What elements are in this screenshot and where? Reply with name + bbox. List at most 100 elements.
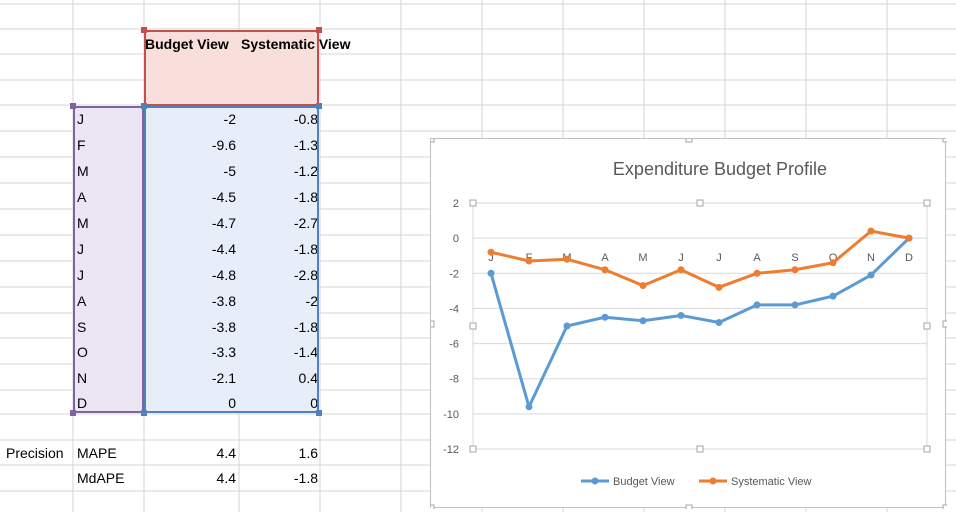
- systematic-value-cell[interactable]: -1.2: [293, 163, 318, 179]
- month-label-cell[interactable]: M: [77, 163, 89, 179]
- series-line-systematic-view[interactable]: [490, 229, 910, 289]
- plot-area-handle[interactable]: [696, 445, 704, 453]
- chart-resize-handle[interactable]: [431, 320, 435, 328]
- data-point[interactable]: [715, 318, 723, 326]
- legend-label[interactable]: Systematic View: [731, 476, 812, 488]
- month-label-cell[interactable]: N: [77, 370, 88, 386]
- budget-value-cell[interactable]: -4.8: [211, 267, 236, 283]
- systematic-value-cell[interactable]: 0: [310, 395, 318, 411]
- data-point[interactable]: [563, 322, 571, 330]
- plot-area-handle[interactable]: [469, 199, 477, 207]
- metric-label-cell[interactable]: MdAPE: [77, 470, 125, 486]
- range-resize-handle[interactable]: [70, 103, 76, 109]
- data-point[interactable]: [753, 269, 761, 277]
- metric-systematic-cell[interactable]: -1.8: [293, 470, 318, 486]
- month-label-cell[interactable]: J: [77, 241, 84, 257]
- month-label-cell[interactable]: J: [77, 111, 84, 127]
- header-systematic-view[interactable]: Systematic View: [241, 36, 351, 52]
- data-point[interactable]: [829, 292, 837, 300]
- plot-area-handle[interactable]: [923, 322, 931, 330]
- data-point[interactable]: [563, 255, 571, 263]
- month-label-cell[interactable]: A: [77, 293, 87, 309]
- budget-value-cell[interactable]: -5: [223, 163, 236, 179]
- budget-value-cell[interactable]: -3.8: [211, 319, 236, 335]
- chart-resize-handle[interactable]: [685, 139, 693, 143]
- data-point[interactable]: [753, 301, 761, 309]
- label-range-fill: [73, 107, 144, 413]
- data-point[interactable]: [487, 248, 495, 256]
- range-resize-handle[interactable]: [141, 103, 147, 109]
- systematic-value-cell[interactable]: -0.8: [293, 111, 318, 127]
- chart-resize-handle[interactable]: [431, 139, 435, 143]
- systematic-value-cell[interactable]: -1.8: [293, 319, 318, 335]
- budget-value-cell[interactable]: -3.8: [211, 293, 236, 309]
- data-point[interactable]: [525, 403, 533, 411]
- metric-systematic-cell[interactable]: 1.6: [298, 445, 318, 461]
- plot-area-handle[interactable]: [923, 445, 931, 453]
- chart-resize-handle[interactable]: [942, 504, 947, 509]
- budget-value-cell[interactable]: 0: [228, 395, 236, 411]
- data-point[interactable]: [867, 271, 875, 279]
- month-label-cell[interactable]: S: [77, 319, 87, 335]
- systematic-value-cell[interactable]: 0.4: [298, 370, 318, 386]
- systematic-value-cell[interactable]: -2.8: [293, 267, 318, 283]
- data-point[interactable]: [639, 282, 647, 290]
- range-resize-handle[interactable]: [316, 410, 322, 416]
- data-point[interactable]: [677, 311, 685, 319]
- plot-area-handle[interactable]: [469, 322, 477, 330]
- range-resize-handle[interactable]: [141, 410, 147, 416]
- systematic-value-cell[interactable]: -2.7: [293, 215, 318, 231]
- systematic-value-cell[interactable]: -1.8: [293, 189, 318, 205]
- budget-value-cell[interactable]: -4.5: [211, 189, 236, 205]
- data-point[interactable]: [829, 259, 837, 267]
- budget-value-cell[interactable]: -9.6: [211, 137, 236, 153]
- chart-resize-handle[interactable]: [942, 320, 947, 328]
- budget-value-cell[interactable]: -3.3: [211, 344, 236, 360]
- data-point[interactable]: [677, 266, 685, 274]
- data-point[interactable]: [867, 227, 875, 235]
- budget-value-cell[interactable]: -4.7: [211, 215, 236, 231]
- month-label-cell[interactable]: O: [77, 344, 88, 360]
- chart-resize-handle[interactable]: [942, 139, 947, 143]
- line-chart[interactable]: 2 0 -2 -4 -6 -8 -10 -12 Expenditure Budget Profi…: [430, 138, 947, 509]
- chart-canvas: 2 0 -2 -4 -6 -8 -10 -12 Expenditure Budget Profi…: [431, 139, 947, 509]
- range-resize-handle[interactable]: [316, 103, 322, 109]
- data-point[interactable]: [791, 266, 799, 274]
- budget-value-cell[interactable]: -4.4: [211, 241, 236, 257]
- range-resize-handle[interactable]: [316, 27, 322, 33]
- data-point[interactable]: [715, 283, 723, 291]
- month-label-cell[interactable]: D: [77, 395, 88, 411]
- systematic-value-cell[interactable]: -2: [305, 293, 318, 309]
- month-label-cell[interactable]: J: [77, 267, 84, 283]
- data-point[interactable]: [639, 317, 647, 325]
- series-line-budget-view[interactable]: [489, 237, 911, 409]
- metric-budget-cell[interactable]: 4.4: [216, 470, 236, 486]
- month-label-cell[interactable]: F: [77, 137, 86, 153]
- metric-label-cell[interactable]: MAPE: [77, 445, 117, 461]
- plot-area-handle[interactable]: [696, 199, 704, 207]
- data-point[interactable]: [905, 234, 913, 242]
- chart-resize-handle[interactable]: [431, 504, 435, 509]
- plot-area-handle[interactable]: [469, 445, 477, 453]
- header-budget-view[interactable]: Budget View: [145, 36, 229, 52]
- systematic-value-cell[interactable]: -1.3: [293, 137, 318, 153]
- systematic-value-cell[interactable]: -1.4: [293, 344, 318, 360]
- data-point[interactable]: [601, 266, 609, 274]
- month-label-cell[interactable]: A: [77, 189, 87, 205]
- range-resize-handle[interactable]: [141, 27, 147, 33]
- data-point[interactable]: [601, 313, 609, 321]
- range-resize-handle[interactable]: [70, 410, 76, 416]
- data-point[interactable]: [487, 269, 495, 277]
- precision-label-cell[interactable]: Precision: [6, 445, 64, 461]
- data-point[interactable]: [525, 257, 533, 265]
- plot-area-handle[interactable]: [923, 199, 931, 207]
- budget-value-cell[interactable]: -2: [223, 111, 236, 127]
- legend-label[interactable]: Budget View: [613, 476, 675, 488]
- budget-value-cell[interactable]: -2.1: [211, 370, 236, 386]
- month-label-cell[interactable]: M: [77, 215, 89, 231]
- systematic-value-cell[interactable]: -1.8: [293, 241, 318, 257]
- chart-title[interactable]: Expenditure Budget Profile: [613, 159, 827, 179]
- metric-budget-cell[interactable]: 4.4: [216, 445, 236, 461]
- chart-resize-handle[interactable]: [685, 504, 693, 509]
- data-point[interactable]: [791, 301, 799, 309]
